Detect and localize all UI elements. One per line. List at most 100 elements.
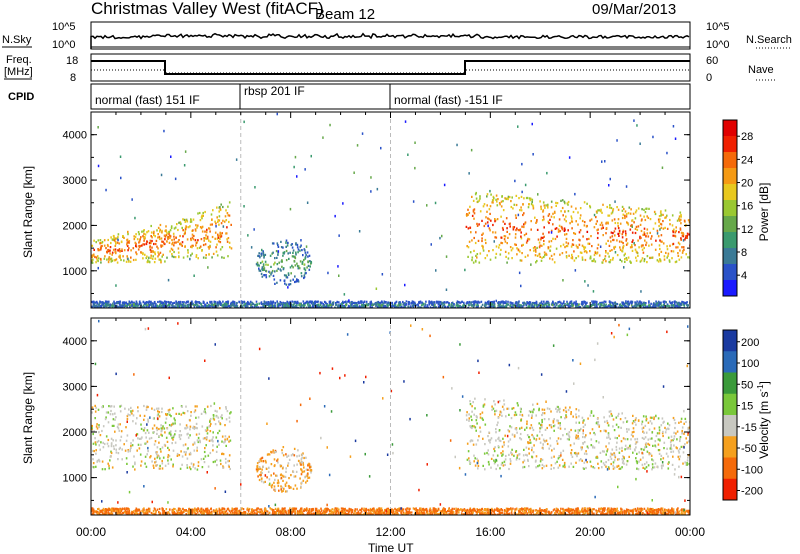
scatter-cell <box>148 431 150 434</box>
scatter-cell <box>291 255 294 258</box>
scatter-cell <box>686 303 688 306</box>
scatter-cell <box>347 300 349 303</box>
isolated-echo <box>404 120 407 123</box>
scatter-cell <box>219 207 222 211</box>
scatter-cell <box>271 242 274 245</box>
scatter-cell <box>609 249 611 252</box>
scatter-cell <box>286 244 289 247</box>
scatter-cell <box>171 304 173 307</box>
isolated-echo <box>338 274 340 277</box>
scatter-cell <box>609 261 611 264</box>
scatter-cell <box>555 247 558 250</box>
scatter-cell <box>277 479 279 482</box>
scatter-cell <box>400 303 402 307</box>
scatter-cell <box>610 212 613 215</box>
scatter-cell <box>166 304 169 307</box>
scatter-cell <box>583 250 586 253</box>
scatter-cell <box>517 229 520 232</box>
scatter-cell <box>144 301 146 304</box>
scatter-cell <box>287 454 290 457</box>
scatter-cell <box>471 426 473 430</box>
scatter-cell <box>394 305 396 308</box>
scatter-cell <box>113 259 116 262</box>
scatter-cell <box>150 455 152 458</box>
scatter-cell <box>174 441 177 444</box>
scatter-cell <box>634 227 637 230</box>
scatter-cell <box>114 412 116 415</box>
isolated-echo <box>445 288 448 291</box>
scatter-cell <box>632 306 635 308</box>
scatter-cell <box>225 407 227 410</box>
scatter-cell <box>166 440 169 443</box>
scatter-cell <box>622 459 625 463</box>
scatter-cell <box>181 405 183 408</box>
scatter-cell <box>294 300 297 303</box>
scatter-cell <box>274 451 276 454</box>
scatter-cell <box>607 466 610 469</box>
scatter-cell <box>285 249 288 253</box>
scatter-cell <box>221 452 223 456</box>
scatter-cell <box>536 228 539 231</box>
scatter-cell <box>568 431 571 434</box>
scatter-cell <box>658 432 661 435</box>
scatter-cell <box>479 413 482 416</box>
scatter-cell <box>624 230 627 233</box>
scatter-cell <box>195 241 198 245</box>
scatter-cell <box>666 214 668 217</box>
scatter-cell <box>305 272 307 275</box>
scatter-cell <box>212 444 214 447</box>
scatter-cell <box>225 219 228 222</box>
scatter-cell <box>473 208 476 211</box>
isolated-echo <box>470 148 473 152</box>
scatter-cell <box>210 422 212 426</box>
scatter-cell <box>160 424 162 427</box>
scatter-cell <box>268 466 270 469</box>
scatter-cell <box>345 301 347 304</box>
scatter-cell <box>282 475 285 478</box>
date-label: 09/Mar/2013 <box>592 1 676 18</box>
scatter-cell <box>362 301 365 304</box>
scatter-cell <box>543 251 546 254</box>
scatter-cell <box>481 244 483 247</box>
scatter-cell <box>499 303 502 306</box>
scatter-cell <box>526 422 528 426</box>
scatter-cell <box>226 240 229 243</box>
scatter-cell <box>192 426 194 430</box>
scatter-cell <box>154 461 156 464</box>
scatter-cell <box>548 221 550 225</box>
scatter-cell <box>280 240 282 243</box>
scatter-cell <box>190 220 193 223</box>
scatter-cell <box>543 255 545 259</box>
scatter-cell <box>525 232 528 235</box>
scatter-cell <box>164 235 167 238</box>
scatter-cell <box>627 306 629 308</box>
scatter-cell <box>618 234 620 237</box>
scatter-cell <box>148 242 151 245</box>
scatter-cell <box>622 229 625 232</box>
scatter-cell <box>528 305 531 308</box>
scatter-cell <box>223 220 226 223</box>
scatter-cell <box>540 205 542 208</box>
scatter-cell <box>210 439 212 442</box>
scatter-cell <box>510 426 513 429</box>
scatter-cell <box>522 466 524 469</box>
isolated-echo <box>531 122 533 126</box>
scatter-cell <box>229 439 232 442</box>
scatter-cell <box>557 409 559 412</box>
scatter-cell <box>502 305 505 308</box>
scatter-cell <box>187 251 189 254</box>
scatter-cell <box>574 429 577 432</box>
scatter-cell <box>212 305 215 308</box>
scatter-cell <box>622 213 625 216</box>
colorbar-tick-label: 8 <box>741 247 747 259</box>
scatter-cell <box>101 303 103 306</box>
scatter-cell <box>664 431 667 434</box>
scatter-cell <box>125 301 128 304</box>
scatter-cell <box>484 423 487 426</box>
scatter-cell <box>199 439 201 443</box>
scatter-cell <box>652 444 654 447</box>
scatter-cell <box>472 210 475 213</box>
scatter-cell <box>558 464 561 467</box>
scatter-cell <box>657 260 660 263</box>
scatter-cell <box>542 209 545 212</box>
